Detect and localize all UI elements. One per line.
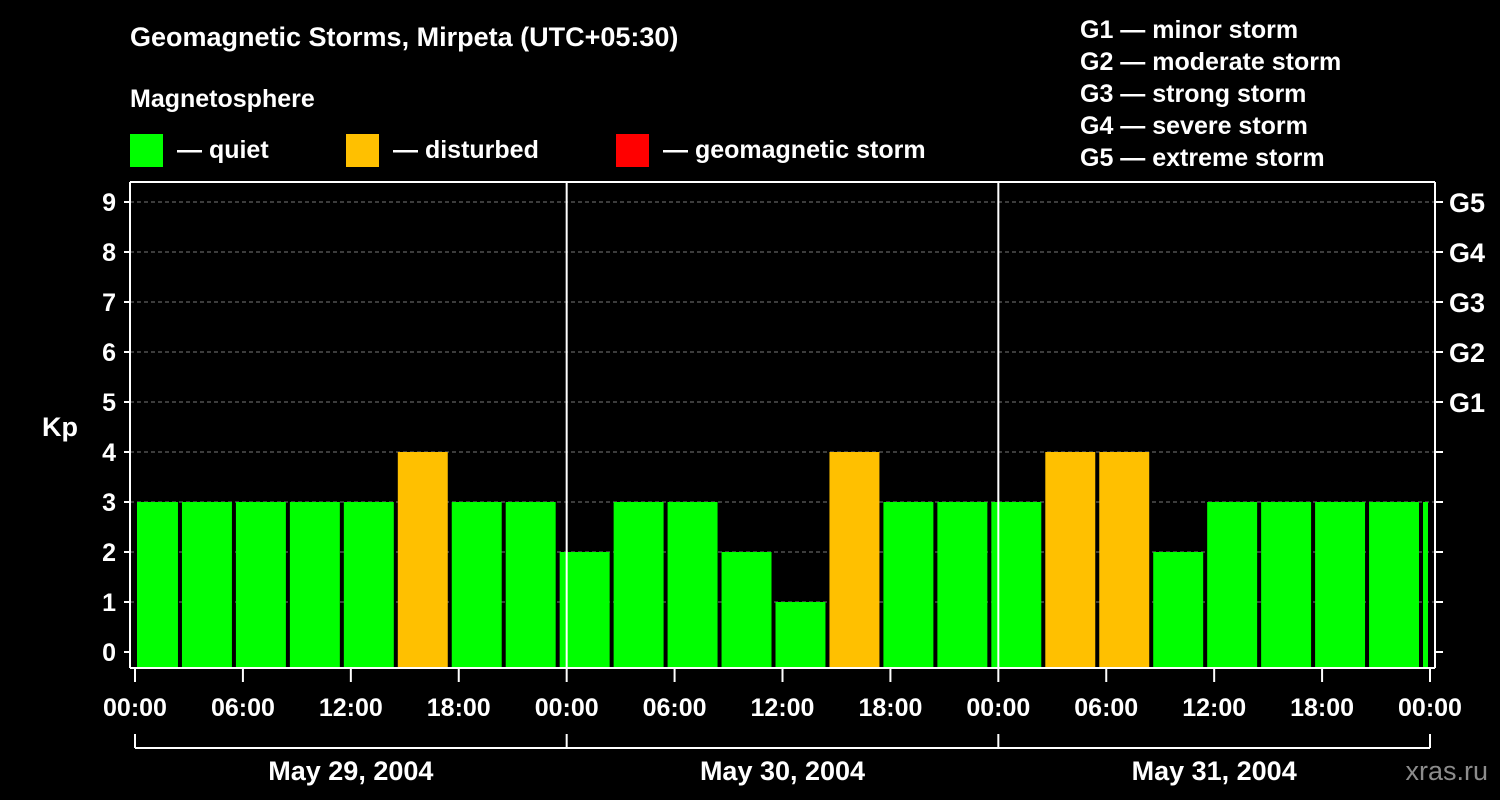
chart-title: Geomagnetic Storms, Mirpeta (UTC+05:30) [130, 22, 679, 52]
day-label: May 30, 2004 [700, 756, 865, 786]
storm-scale-item: G1 — minor storm [1080, 16, 1299, 44]
y-tick-label: 2 [102, 539, 116, 567]
day-label: May 31, 2004 [1132, 756, 1297, 786]
g-scale-label: G4 [1449, 238, 1485, 268]
kp-bar [667, 502, 718, 668]
kp-bar [1099, 452, 1150, 668]
kp-bar [181, 502, 232, 668]
kp-bar [1045, 452, 1096, 668]
y-tick-label: 6 [102, 339, 116, 367]
g-scale-label: G2 [1449, 338, 1485, 368]
kp-bar [721, 552, 772, 668]
storm-scale-list: G1 — minor storm G2 — moderate storm G3 … [1080, 14, 1341, 174]
g-scale-label: G1 [1449, 388, 1485, 418]
x-tick-label: 00:00 [966, 694, 1030, 722]
x-tick-label: 12:00 [751, 694, 815, 722]
kp-bar [829, 452, 880, 668]
x-tick-label: 12:00 [319, 694, 383, 722]
kp-bar [397, 452, 448, 668]
day-label: May 29, 2004 [268, 756, 433, 786]
kp-bar [505, 502, 556, 668]
x-tick-label: 18:00 [858, 694, 922, 722]
g-scale-label: G3 [1449, 288, 1485, 318]
legend-disturbed: — disturbed [346, 134, 539, 167]
kp-bar [883, 502, 934, 668]
chart-subtitle: Magnetosphere [130, 85, 315, 113]
legend-swatch-quiet [130, 134, 163, 167]
y-tick-label: 4 [102, 439, 116, 467]
kp-bar [343, 502, 394, 668]
kp-bar [937, 502, 988, 668]
kp-bar [1423, 502, 1428, 668]
legend-swatch-disturbed [346, 134, 379, 167]
kp-bar [289, 502, 340, 668]
kp-bar [1315, 502, 1366, 668]
kp-bar [451, 502, 502, 668]
kp-bar [1369, 502, 1420, 668]
x-tick-label: 00:00 [1398, 694, 1462, 722]
credit-text: xras.ru [1405, 756, 1488, 786]
kp-bar [1153, 552, 1204, 668]
y-tick-label: 1 [102, 589, 116, 617]
y-tick-label: 3 [102, 489, 116, 517]
x-tick-label: 18:00 [427, 694, 491, 722]
legend-storm: — geomagnetic storm [616, 134, 926, 167]
x-tick-label: 18:00 [1290, 694, 1354, 722]
y-tick-label: 5 [102, 389, 116, 417]
y-tick-label: 7 [102, 289, 116, 317]
g-scale-label: G5 [1449, 188, 1485, 218]
x-tick-label: 06:00 [1074, 694, 1138, 722]
x-tick-label: 06:00 [643, 694, 707, 722]
storm-scale-item: G3 — strong storm [1080, 80, 1307, 108]
legend-label: — geomagnetic storm [663, 136, 926, 164]
y-tick-label: 9 [102, 189, 116, 217]
y-tick-label: 8 [102, 239, 116, 267]
legend-swatch-storm [616, 134, 649, 167]
legend-label: — disturbed [393, 136, 539, 164]
x-tick-label: 12:00 [1182, 694, 1246, 722]
kp-bar [613, 502, 664, 668]
x-tick-label: 00:00 [535, 694, 599, 722]
kp-bar [991, 502, 1042, 668]
x-tick-label: 06:00 [211, 694, 275, 722]
legend-quiet: — quiet [130, 134, 269, 167]
storm-scale-item: G4 — severe storm [1080, 112, 1308, 140]
kp-bar [775, 602, 826, 668]
storm-scale-item: G5 — extreme storm [1080, 144, 1325, 172]
legend-label: — quiet [177, 136, 269, 164]
kp-bar [235, 502, 286, 668]
y-tick-label: 0 [102, 639, 116, 667]
kp-bar [1261, 502, 1312, 668]
kp-bar [1207, 502, 1258, 668]
kp-bar [137, 502, 178, 668]
x-tick-label: 00:00 [103, 694, 167, 722]
y-axis-label: Kp [42, 412, 78, 442]
kp-bar [559, 552, 610, 668]
storm-scale-item: G2 — moderate storm [1080, 48, 1342, 76]
